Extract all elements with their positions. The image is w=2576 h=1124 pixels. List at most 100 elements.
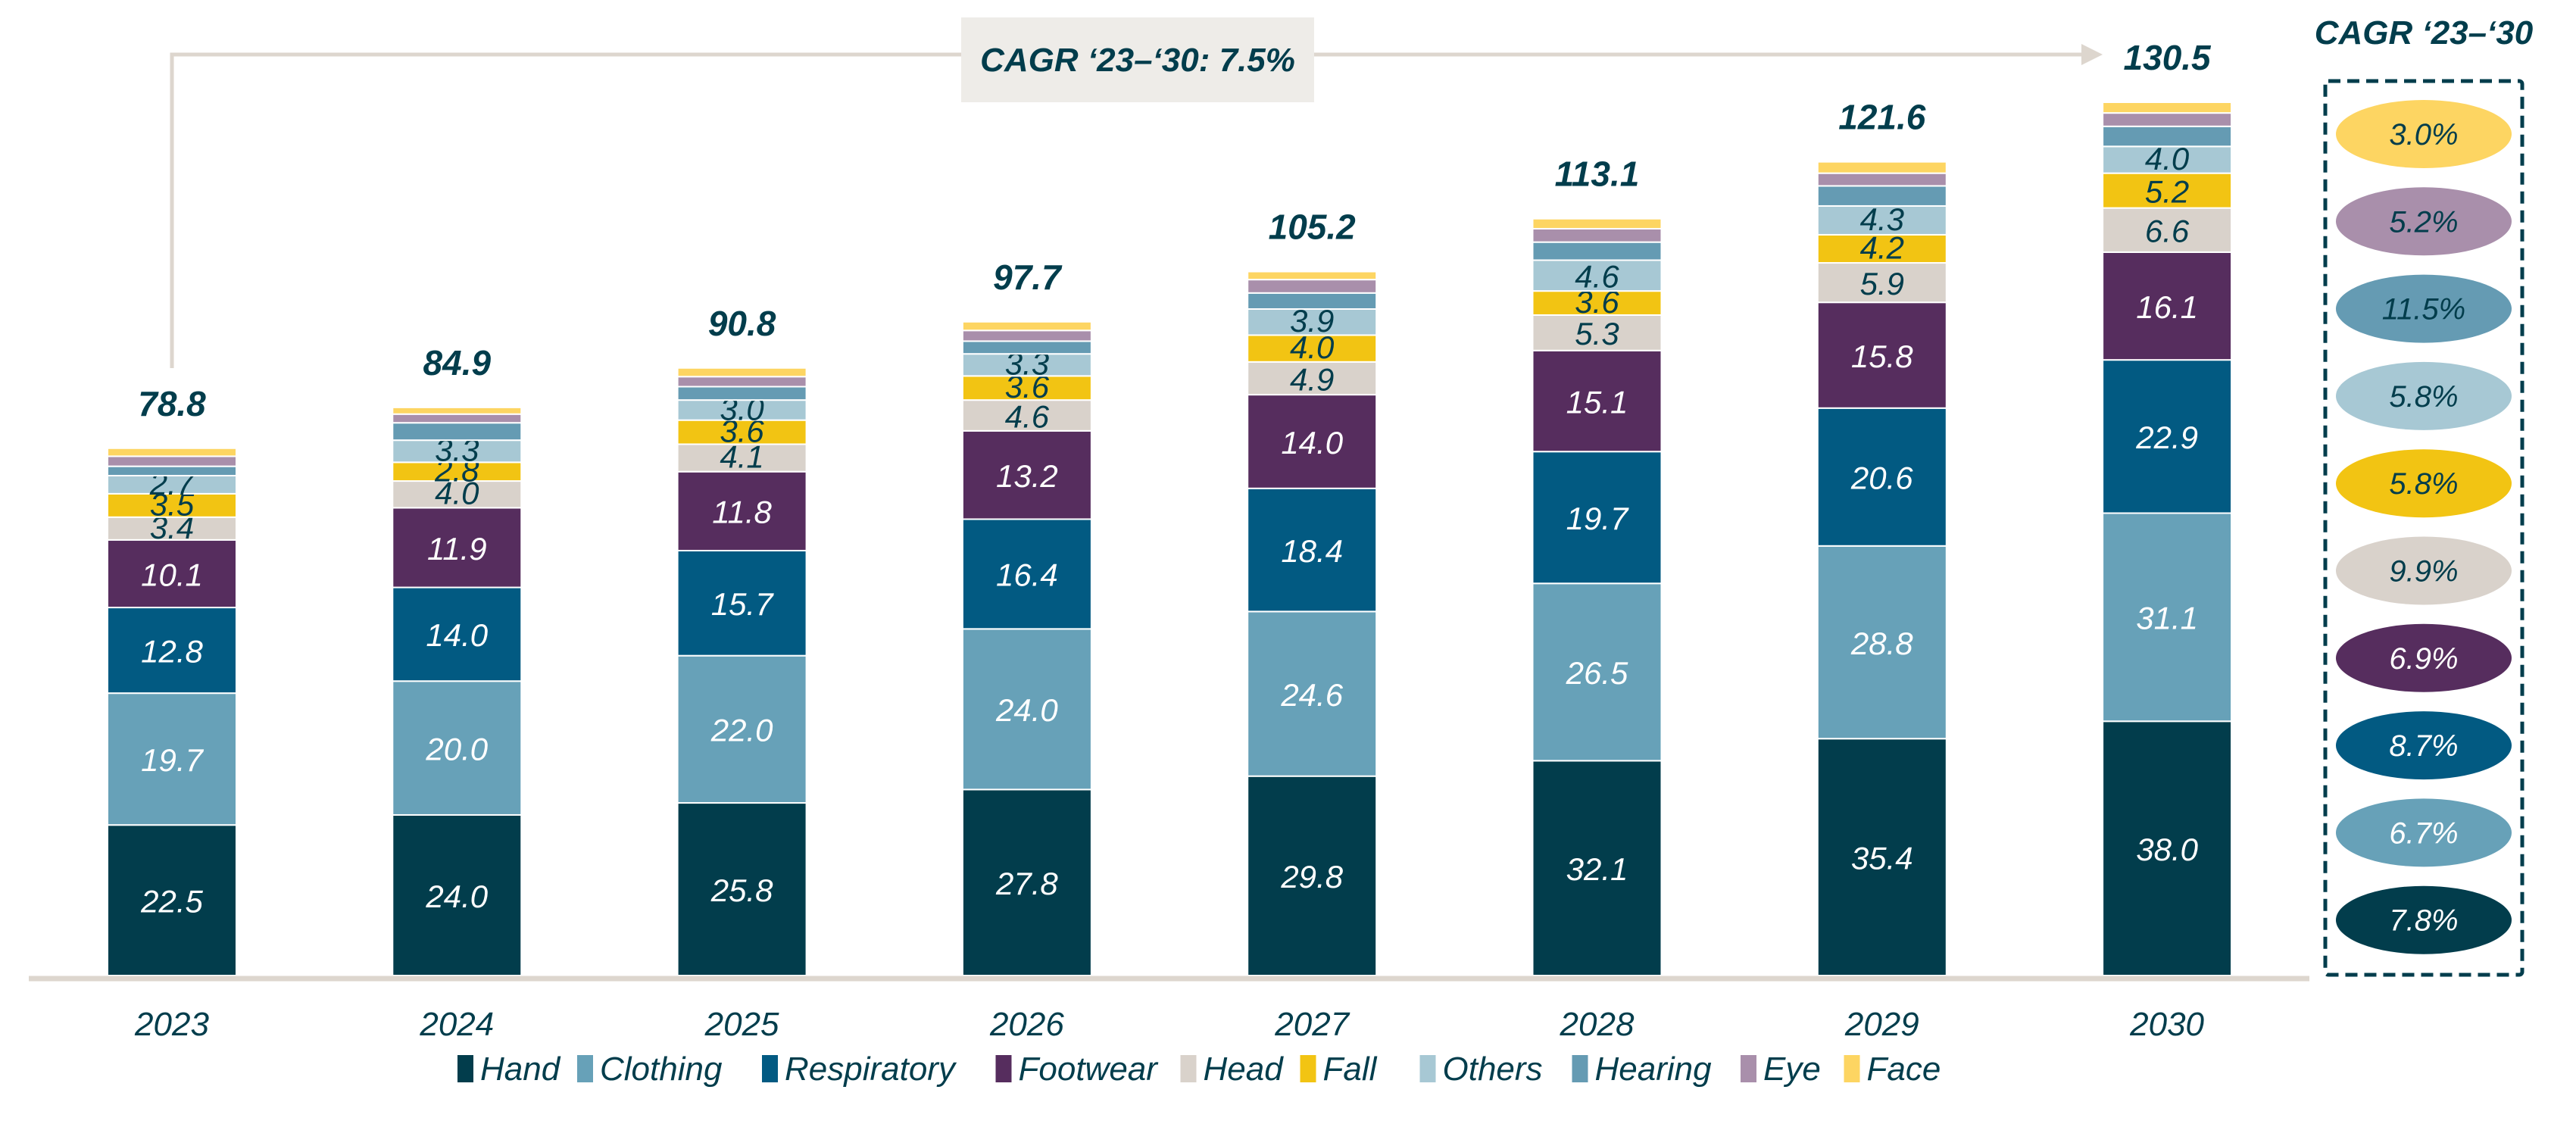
- segment-value-label: 22.5: [140, 883, 203, 919]
- arrow-head-icon: [2081, 44, 2103, 65]
- bar-segment-respiratory: [1247, 487, 1378, 613]
- bar-segment-respiratory: [1532, 451, 1663, 585]
- cagr-pill-value: 5.8%: [2389, 467, 2458, 501]
- bar-segment-hearing: [1247, 292, 1378, 311]
- bar-segment-hand: [961, 788, 1092, 977]
- segment-value-label: 14.0: [1281, 425, 1343, 461]
- segment-value-label: 4.3: [1860, 201, 1904, 237]
- total-value-label: 84.9: [423, 343, 492, 382]
- x-axis-tick-label: 2030: [2129, 1006, 2204, 1043]
- bar-segment-face: [392, 406, 523, 415]
- bar-segment-hearing: [1532, 241, 1663, 261]
- bar-segment-fall: [2102, 172, 2233, 209]
- cagr-pill-value: 5.2%: [2389, 205, 2458, 239]
- bars: 22.519.712.810.13.43.52.724.020.014.011.…: [107, 101, 2233, 977]
- total-value-label: 105.2: [1269, 208, 1357, 247]
- bar-segment-others: [1816, 205, 1947, 236]
- cagr-pill-shape: [2336, 361, 2512, 430]
- legend-item-footwear: Footwear: [995, 1051, 1159, 1088]
- bar-segment-others: [1532, 259, 1663, 292]
- legend-label: Hearing: [1595, 1051, 1713, 1088]
- legend: Hand Clothing Respiratory Footwear Head Fall O…: [457, 1051, 1941, 1088]
- bar-segment-hearing: [2102, 125, 2233, 148]
- cagr-pill-value: 6.9%: [2389, 642, 2458, 676]
- segment-value-label: 15.1: [1566, 384, 1628, 420]
- bar-segment-eye: [392, 413, 523, 424]
- bar-segment-clothing: [1247, 610, 1378, 777]
- bar-segment-face: [961, 320, 1092, 332]
- legend-item-head: Head: [1180, 1051, 1284, 1088]
- cagr-pill-eye: 5.2%: [2336, 187, 2512, 256]
- cagr-pill-hearing: 11.5%: [2336, 274, 2512, 343]
- bar-segment-footwear: [676, 470, 807, 551]
- cagr-pill-value: 9.9%: [2389, 555, 2458, 589]
- legend-label: Respiratory: [785, 1051, 957, 1088]
- segment-value-label: 4.2: [1860, 229, 1904, 265]
- bar-stack-2030: 38.031.122.916.16.65.24.0: [2102, 101, 2233, 977]
- x-axis-tick-label: 2029: [1844, 1006, 1919, 1043]
- cagr-pill-hand: 7.8%: [2336, 885, 2512, 954]
- bar-segment-face: [676, 367, 807, 378]
- cagr-pill-shape: [2336, 711, 2512, 780]
- cagr-pill-shape: [2336, 187, 2512, 256]
- segment-value-label: 32.1: [1566, 851, 1628, 887]
- legend-item-hearing: Hearing: [1572, 1051, 1713, 1088]
- bar-segment-respiratory: [961, 518, 1092, 630]
- bar-segment-face: [1532, 217, 1663, 229]
- bar-segment-fall: [1247, 334, 1378, 363]
- legend-swatch-icon: [1741, 1055, 1756, 1082]
- bar-segment-hand: [392, 813, 523, 976]
- bracket-line-left: [170, 52, 961, 368]
- bar-segment-hand: [1247, 775, 1378, 977]
- cagr-bracket: CAGR ‘23–‘30: 7.5%: [170, 17, 2103, 368]
- legend-swatch-icon: [1300, 1055, 1316, 1082]
- bar-segment-face: [1247, 270, 1378, 281]
- segment-value-label: 10.1: [141, 557, 203, 592]
- segment-value-label: 16.1: [2136, 289, 2198, 325]
- segment-value-label: 15.8: [1851, 339, 1913, 374]
- cagr-pill-face: 3.0%: [2336, 100, 2512, 168]
- segment-value-label: 38.0: [2136, 832, 2198, 867]
- legend-swatch-icon: [995, 1055, 1012, 1082]
- bar-segment-hand: [1532, 760, 1663, 976]
- bar-segment-footwear: [1816, 301, 1947, 409]
- legend-label: Others: [1443, 1051, 1543, 1088]
- cagr-pill-value: 8.7%: [2389, 729, 2458, 763]
- segment-value-label: 35.4: [1851, 840, 1913, 876]
- legend-swatch-icon: [1419, 1055, 1436, 1082]
- x-axis-tick-label: 2028: [1560, 1006, 1635, 1043]
- bar-segment-eye: [2102, 112, 2233, 127]
- legend-item-eye: Eye: [1741, 1051, 1821, 1088]
- bar-segment-footwear: [961, 429, 1092, 520]
- side-panel-title: CAGR ‘23–‘30: [2315, 14, 2534, 52]
- cagr-pill-fall: 5.8%: [2336, 449, 2512, 518]
- cagr-pill-shape: [2336, 449, 2512, 518]
- cagr-pill-shape: [2336, 536, 2512, 605]
- bar-segment-eye: [1532, 227, 1663, 243]
- legend-item-hand: Hand: [457, 1051, 561, 1088]
- legend-swatch-icon: [762, 1055, 778, 1082]
- bar-segment-clothing: [676, 654, 807, 804]
- bar-segment-hearing: [1816, 185, 1947, 207]
- bar-segment-hearing: [107, 465, 237, 477]
- total-value-label: 130.5: [2124, 38, 2212, 77]
- segment-value-label: 25.8: [710, 873, 773, 908]
- segment-value-label: 29.8: [1280, 859, 1343, 895]
- bar-segment-head: [1532, 314, 1663, 351]
- cagr-pill-clothing: 6.7%: [2336, 798, 2512, 867]
- bar-segment-fall: [392, 461, 523, 482]
- segment-value-label: 22.9: [2135, 420, 2198, 455]
- bar-segment-eye: [1247, 279, 1378, 294]
- segment-value-label: 24.0: [995, 692, 1058, 728]
- bar-segment-fall: [961, 375, 1092, 401]
- segment-value-label: 22.0: [710, 713, 773, 748]
- bar-segment-fall: [676, 419, 807, 445]
- cagr-pill-value: 11.5%: [2382, 293, 2465, 326]
- legend-item-face: Face: [1844, 1051, 1941, 1088]
- bar-segment-clothing: [392, 680, 523, 816]
- bar-segment-respiratory: [392, 586, 523, 682]
- bar-segment-head: [2102, 207, 2233, 253]
- segment-value-label: 19.7: [141, 742, 204, 778]
- bar-segment-respiratory: [676, 549, 807, 657]
